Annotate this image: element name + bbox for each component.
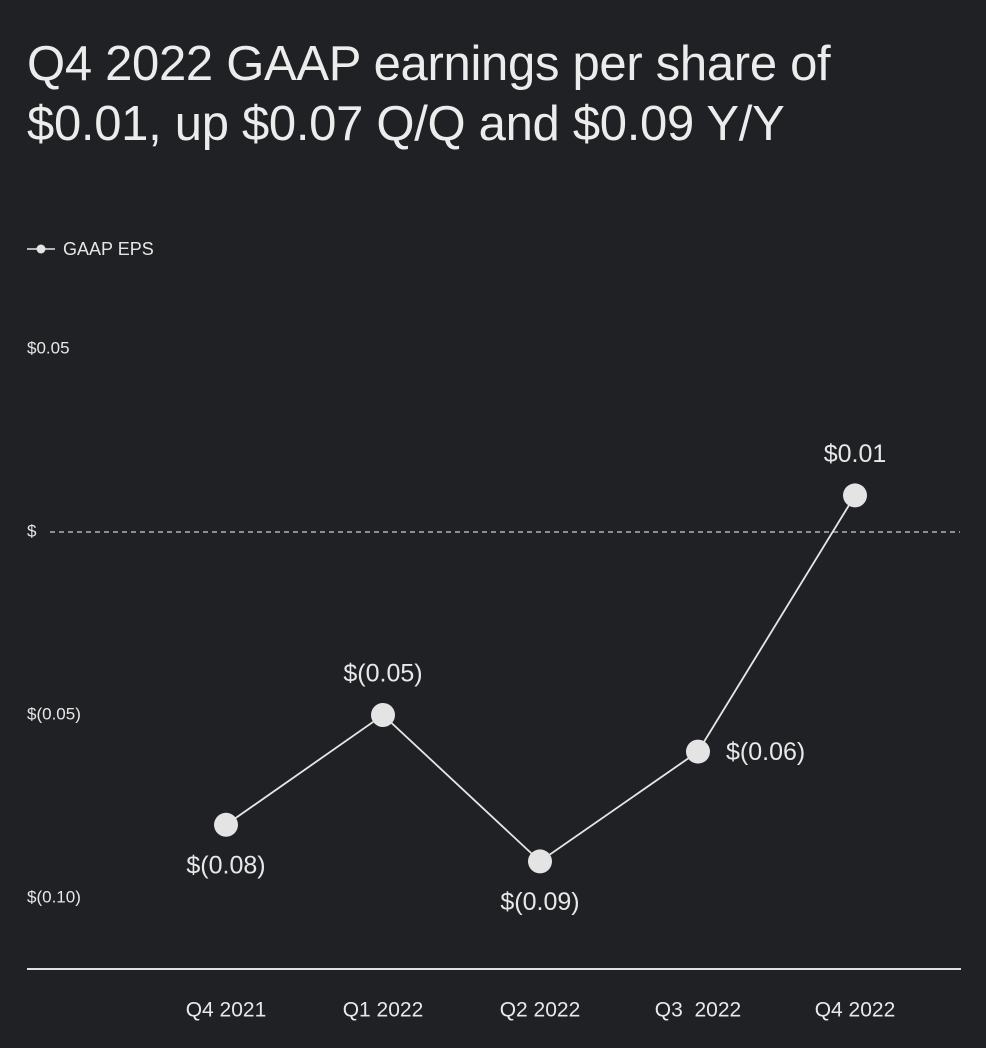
- x-tick-label: Q2 2022: [500, 999, 581, 1022]
- eps-data-label: $(0.05): [343, 660, 422, 688]
- y-tick-label: $: [27, 521, 37, 540]
- eps-data-label: $(0.09): [500, 888, 579, 916]
- eps-data-label: $(0.06): [726, 738, 805, 766]
- y-tick-label: $0.05: [27, 338, 70, 357]
- legend-label: GAAP EPS: [63, 238, 154, 259]
- legend-line-marker-icon: [27, 244, 55, 254]
- x-tick-label: Q3 2022: [655, 999, 741, 1022]
- eps-data-point: [214, 812, 238, 837]
- x-tick-label: Q4 2021: [186, 999, 267, 1022]
- y-tick-label: $(0.05): [27, 704, 81, 723]
- x-tick-label: Q1 2022: [343, 999, 424, 1022]
- eps-data-point: [686, 739, 710, 764]
- eps-data-point: [843, 483, 867, 508]
- eps-data-point: [371, 703, 395, 727]
- x-tick-label: Q4 2022: [815, 999, 896, 1022]
- y-tick-label: $(0.10): [27, 887, 81, 906]
- eps-data-label: $(0.08): [186, 851, 265, 879]
- eps-data-point: [528, 849, 552, 874]
- eps-data-label: $0.01: [824, 440, 887, 468]
- eps-series-line: [225, 494, 856, 863]
- chart-legend: GAAP EPS: [27, 236, 154, 262]
- chart-title: Q4 2022 GAAP earnings per share of $0.01…: [27, 37, 831, 151]
